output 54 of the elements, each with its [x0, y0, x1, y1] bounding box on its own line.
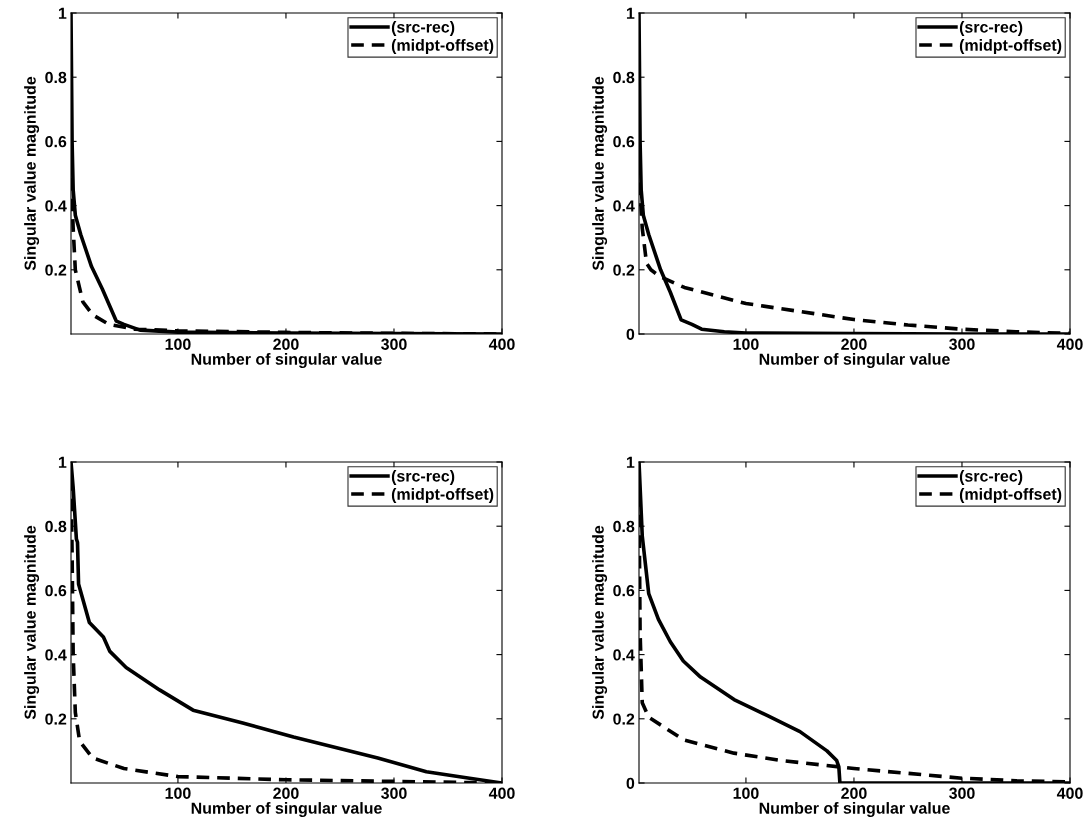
y-tick-label: 0.8 — [45, 520, 67, 533]
y-tick-label: 0.8 — [613, 520, 635, 533]
y-tick-label: 0.4 — [613, 649, 635, 661]
y-tick-label: 1 — [626, 456, 635, 468]
legend-label: (midpt-offset) — [959, 488, 1062, 503]
x-tick-label: 400 — [1056, 787, 1083, 799]
y-axis-title: Singular value magnitude — [24, 525, 40, 720]
x-axis-title: Number of singular value — [191, 353, 382, 369]
y-tick-label: 0.6 — [613, 136, 635, 148]
y-tick-label: 1 — [58, 456, 67, 468]
y-tick-label: 0 — [626, 328, 635, 340]
y-tick-label: 0.2 — [613, 713, 635, 725]
y-tick-label: 0.6 — [45, 585, 67, 597]
x-tick-label: 200 — [841, 787, 867, 799]
y-tick-label: 0.6 — [45, 136, 67, 148]
y-tick-label: 0.6 — [613, 585, 635, 597]
y-tick-label: 1 — [58, 7, 67, 19]
y-tick-label: 0.4 — [45, 649, 67, 661]
y-tick-label: 0 — [626, 777, 635, 789]
y-tick-label: 0.2 — [45, 713, 67, 725]
y-tick-label: 0.8 — [613, 71, 635, 84]
y-tick-label: 1 — [626, 7, 635, 19]
x-tick-label: 400 — [488, 338, 515, 350]
x-tick-label: 200 — [273, 787, 299, 799]
x-axis-title: Number of singular value — [759, 353, 950, 369]
legend-label: (src-rec) — [391, 469, 455, 485]
y-tick-label: 0.8 — [45, 71, 67, 84]
y-tick-label: 0.2 — [45, 264, 67, 276]
x-axis-title: Number of singular value — [759, 802, 950, 818]
legend-label: (midpt-offset) — [959, 39, 1062, 54]
x-tick-label: 200 — [273, 338, 299, 350]
x-tick-label: 400 — [488, 787, 515, 799]
x-tick-label: 300 — [381, 787, 407, 799]
legend-label: (src-rec) — [391, 20, 455, 36]
x-tick-label: 100 — [165, 787, 191, 799]
y-axis-title: Singular value magnitude — [592, 76, 608, 271]
x-tick-label: 300 — [381, 338, 407, 350]
legend-label: (src-rec) — [959, 469, 1023, 485]
legend-label: (midpt-offset) — [391, 488, 494, 503]
x-axis-title: Number of singular value — [191, 802, 382, 818]
y-tick-label: 0.4 — [45, 200, 67, 212]
x-tick-label: 300 — [949, 338, 975, 350]
x-tick-label: 300 — [949, 787, 975, 799]
x-tick-label: 100 — [733, 787, 759, 799]
x-tick-label: 100 — [733, 338, 759, 350]
y-axis-title: Singular value magnitude — [592, 525, 608, 720]
x-tick-label: 200 — [841, 338, 867, 350]
y-axis-title: Singular value magnitude — [24, 76, 40, 271]
y-tick-label: 0.4 — [613, 200, 635, 212]
legend-label: (midpt-offset) — [391, 39, 494, 54]
y-tick-label: 0.2 — [613, 264, 635, 276]
x-tick-label: 100 — [165, 338, 191, 350]
x-tick-label: 400 — [1056, 338, 1083, 350]
legend-label: (src-rec) — [959, 20, 1023, 36]
